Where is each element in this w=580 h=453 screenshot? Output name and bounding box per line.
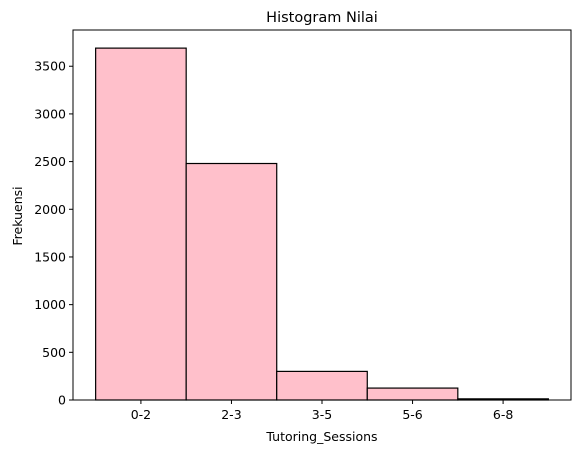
bar-3-5 <box>276 370 368 401</box>
bar-0-2 <box>95 47 187 401</box>
x-tick-label: 3-5 <box>312 407 332 422</box>
y-tick-label: 0 <box>58 393 66 408</box>
y-tick-label: 3000 <box>34 106 66 121</box>
y-tick-label: 1500 <box>34 249 66 264</box>
x-axis-ticks: 0-2 2-3 3-5 5-6 6-8 <box>131 400 513 422</box>
y-tick-label: 3500 <box>34 59 66 74</box>
y-axis-label: Frekuensi <box>10 186 25 245</box>
y-tick-label: 500 <box>42 345 66 360</box>
x-tick-label: 6-8 <box>493 407 513 422</box>
x-axis-label: Tutoring_Sessions <box>265 429 377 444</box>
x-tick-label: 0-2 <box>131 407 151 422</box>
y-tick-label: 2500 <box>34 154 66 169</box>
bars-group <box>95 47 549 401</box>
bar-5-6 <box>366 387 459 401</box>
plot-frame <box>72 29 572 401</box>
x-tick-label: 5-6 <box>402 407 422 422</box>
bar-2-3 <box>185 162 278 401</box>
y-tick-label: 2000 <box>34 202 66 217</box>
chart-title: Histogram Nilai <box>266 10 378 26</box>
y-axis-ticks: 0 500 1000 1500 2000 2500 3000 3500 <box>34 59 73 408</box>
y-tick-label: 1000 <box>34 297 66 312</box>
x-tick-label: 2-3 <box>221 407 241 422</box>
